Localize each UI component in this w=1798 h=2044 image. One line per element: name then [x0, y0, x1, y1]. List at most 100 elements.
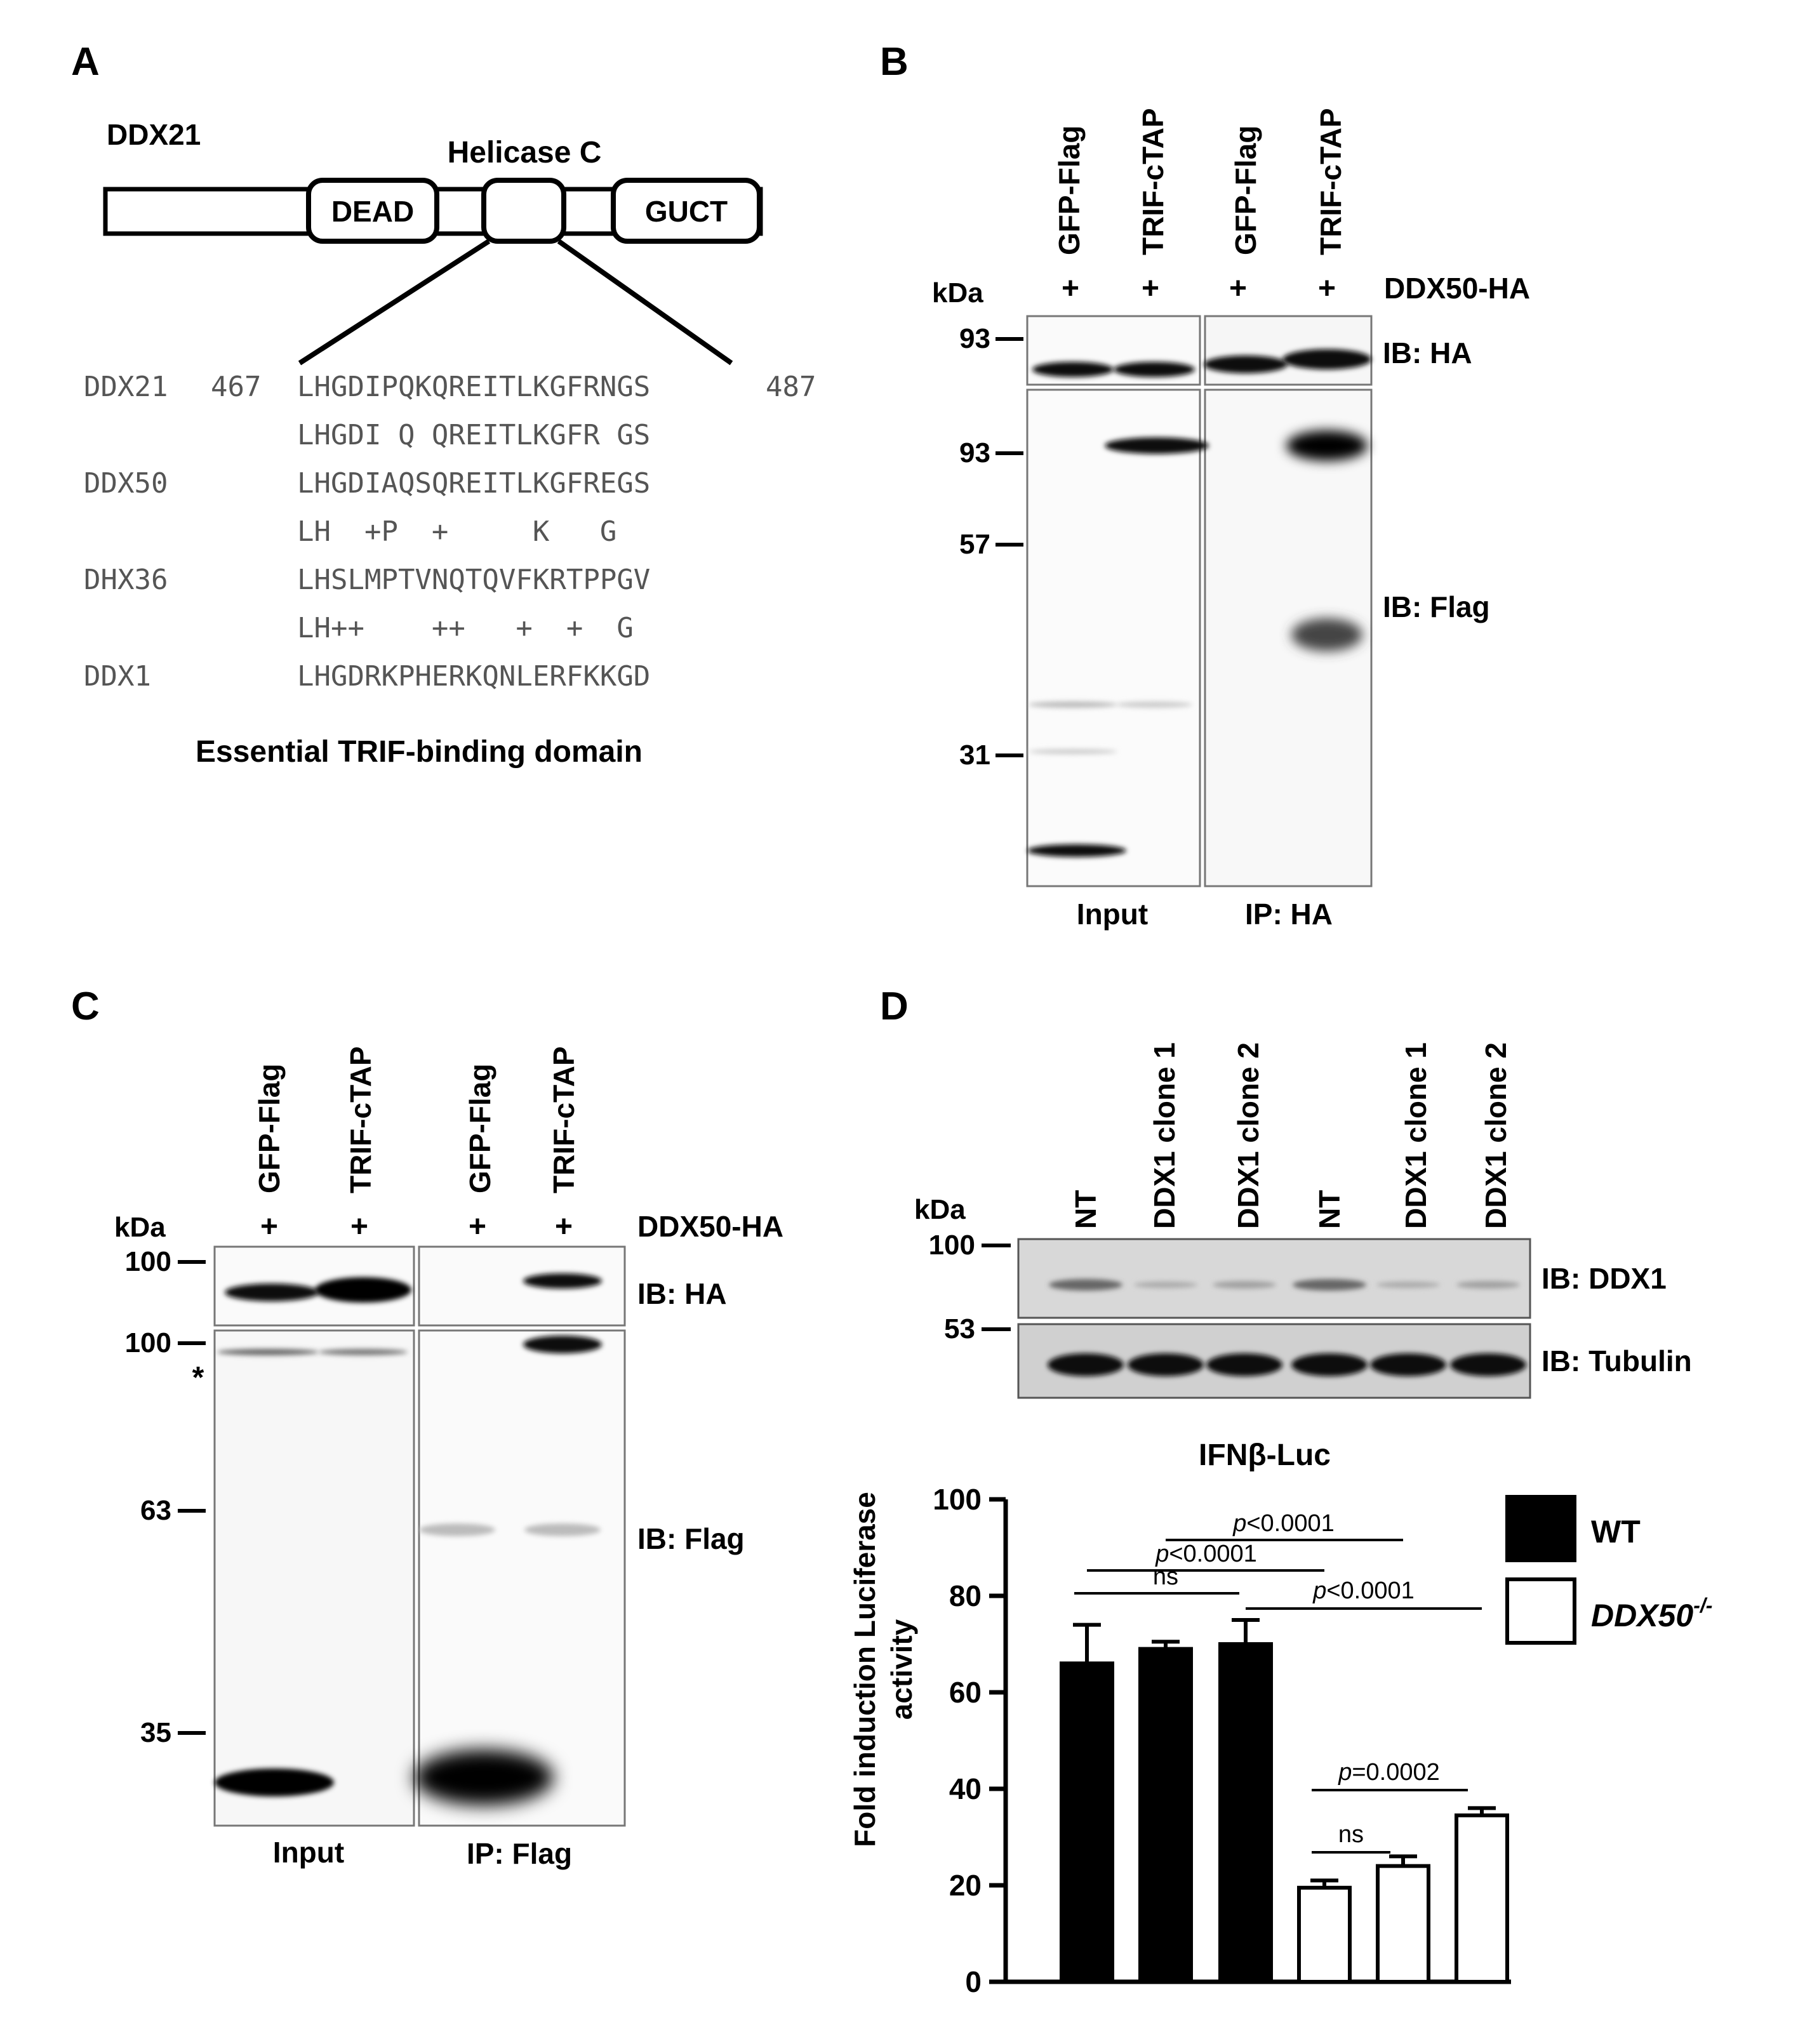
plus-sign: +: [350, 1210, 368, 1244]
group-label: Input: [1077, 898, 1148, 931]
band: [319, 1349, 408, 1355]
significance-label: ns: [1338, 1821, 1364, 1848]
y-tick-label: 40: [949, 1772, 982, 1805]
lane-label: DDX1 clone 2: [1232, 1042, 1265, 1229]
band: [524, 1523, 601, 1536]
band: [523, 1336, 602, 1353]
guct-domain: [611, 178, 762, 244]
band: [1134, 1282, 1197, 1288]
ib-label: IB: Flag: [637, 1522, 745, 1555]
dead-domain-label: DEAD: [331, 195, 414, 228]
blot-input-flag: [213, 1329, 415, 1827]
y-axis-label-line2: activity: [885, 1619, 918, 1720]
mw-marker: 63: [140, 1495, 171, 1526]
align-seq: LHGDIPQKQREITLKGFRNGS: [297, 371, 650, 403]
band: [1206, 1353, 1282, 1376]
panel-b-letter: B: [880, 40, 909, 84]
align-seq: LHGDIAQSQREITLKGFREGS: [297, 467, 650, 500]
chart-bars: [1060, 1618, 1509, 1984]
align-label: DDX21: [84, 371, 168, 403]
panel-a: A DDX21 Helicase C DEAD GUCT DDX21 467 L…: [71, 40, 816, 769]
mw-marker: 100: [125, 1327, 171, 1358]
asterisk: *: [192, 1361, 204, 1395]
band: [1456, 1281, 1520, 1289]
significance-label: ns: [1153, 1563, 1178, 1590]
construct-label: DDX50-HA: [637, 1210, 783, 1243]
panel-a-caption: Essential TRIF-binding domain: [196, 735, 643, 769]
kda-label: kDa: [932, 277, 983, 309]
plus-sign: +: [555, 1210, 573, 1244]
kda-label: kDa: [114, 1212, 166, 1243]
band: [217, 1349, 319, 1355]
bar-ko: [1297, 1885, 1352, 1984]
band: [1128, 1353, 1204, 1376]
construct-label: DDX50-HA: [1384, 272, 1530, 305]
helicase-label: Helicase C: [448, 136, 602, 169]
legend-swatch-ko: [1505, 1577, 1576, 1645]
blot-ddx1: [1017, 1238, 1531, 1319]
band: [1450, 1353, 1526, 1376]
zoom-line-left: [298, 239, 491, 366]
ib-label: IB: HA: [1383, 336, 1472, 369]
p-value: <0.0001: [1169, 1541, 1256, 1567]
band: [1029, 749, 1117, 754]
lane-label: GFP-Flag: [1229, 126, 1262, 255]
legend-label-ko: DDX50-/-: [1591, 1594, 1712, 1633]
band: [1114, 362, 1195, 377]
bar-wt: [1138, 1647, 1193, 1984]
band: [1048, 1353, 1124, 1376]
ib-label: IB: HA: [637, 1277, 727, 1310]
band: [1376, 1282, 1440, 1288]
significance-label: p=0.0002: [1338, 1759, 1440, 1786]
lane-label: GFP-Flag: [253, 1064, 286, 1193]
align-label: DDX50: [84, 467, 168, 500]
align-match: LH++ ++ + + G: [297, 612, 634, 644]
p-letter: p: [1338, 1759, 1352, 1786]
y-tick-label: 20: [949, 1869, 982, 1902]
bar-ko: [1376, 1864, 1430, 1984]
lane-label: NT: [1313, 1190, 1346, 1229]
band: [1291, 1353, 1368, 1376]
blot-ip-flag: [418, 1329, 626, 1827]
group-label: IP: HA: [1245, 898, 1333, 931]
mw-marker: 35: [140, 1717, 171, 1748]
blot-input-flag: [1026, 388, 1201, 887]
band: [1029, 701, 1117, 708]
zoom-line-right: [557, 239, 733, 366]
significance-label: p<0.0001: [1232, 1510, 1335, 1537]
y-tick-label: 100: [933, 1483, 982, 1516]
p-letter: p: [1232, 1510, 1246, 1537]
y-tick-label: 80: [949, 1579, 982, 1612]
mw-marker: 31: [959, 740, 990, 771]
alignment: DDX21 467 LHGDIPQKQREITLKGFRNGS 487 LHGD…: [84, 371, 816, 693]
band: [1204, 355, 1288, 373]
plus-sign: +: [1318, 272, 1336, 305]
blot-ip-ha: [1204, 315, 1373, 386]
band: [1293, 1279, 1366, 1291]
align-label: DHX36: [84, 564, 168, 596]
plus-sign: +: [1062, 272, 1079, 305]
p-value: =0.0002: [1352, 1759, 1439, 1786]
p-letter: p: [1155, 1541, 1169, 1567]
blot-ip-ha: [418, 1245, 626, 1327]
p-value: <0.0001: [1326, 1577, 1414, 1604]
bar-ko: [1455, 1813, 1509, 1984]
legend-swatch-wt: [1505, 1495, 1576, 1562]
band: [419, 1523, 495, 1536]
mw-marker: 100: [125, 1246, 171, 1277]
align-label: DDX1: [84, 660, 151, 693]
band: [1032, 362, 1114, 377]
plus-sign: +: [469, 1210, 486, 1244]
group-label: IP: Flag: [467, 1837, 572, 1870]
bar-wt: [1060, 1661, 1114, 1984]
mw-marker: 100: [929, 1230, 975, 1261]
lane-label: TRIF-cTAP: [1136, 108, 1169, 255]
chart-title: IFNβ-Luc: [1199, 1438, 1331, 1472]
helicase-domain: [481, 178, 566, 244]
mw-marker: 57: [959, 529, 990, 560]
band: [523, 1273, 602, 1289]
kda-label: kDa: [914, 1194, 966, 1225]
y-axis-label-line1: Fold induction Luciferase: [848, 1492, 881, 1847]
band: [1027, 844, 1126, 857]
